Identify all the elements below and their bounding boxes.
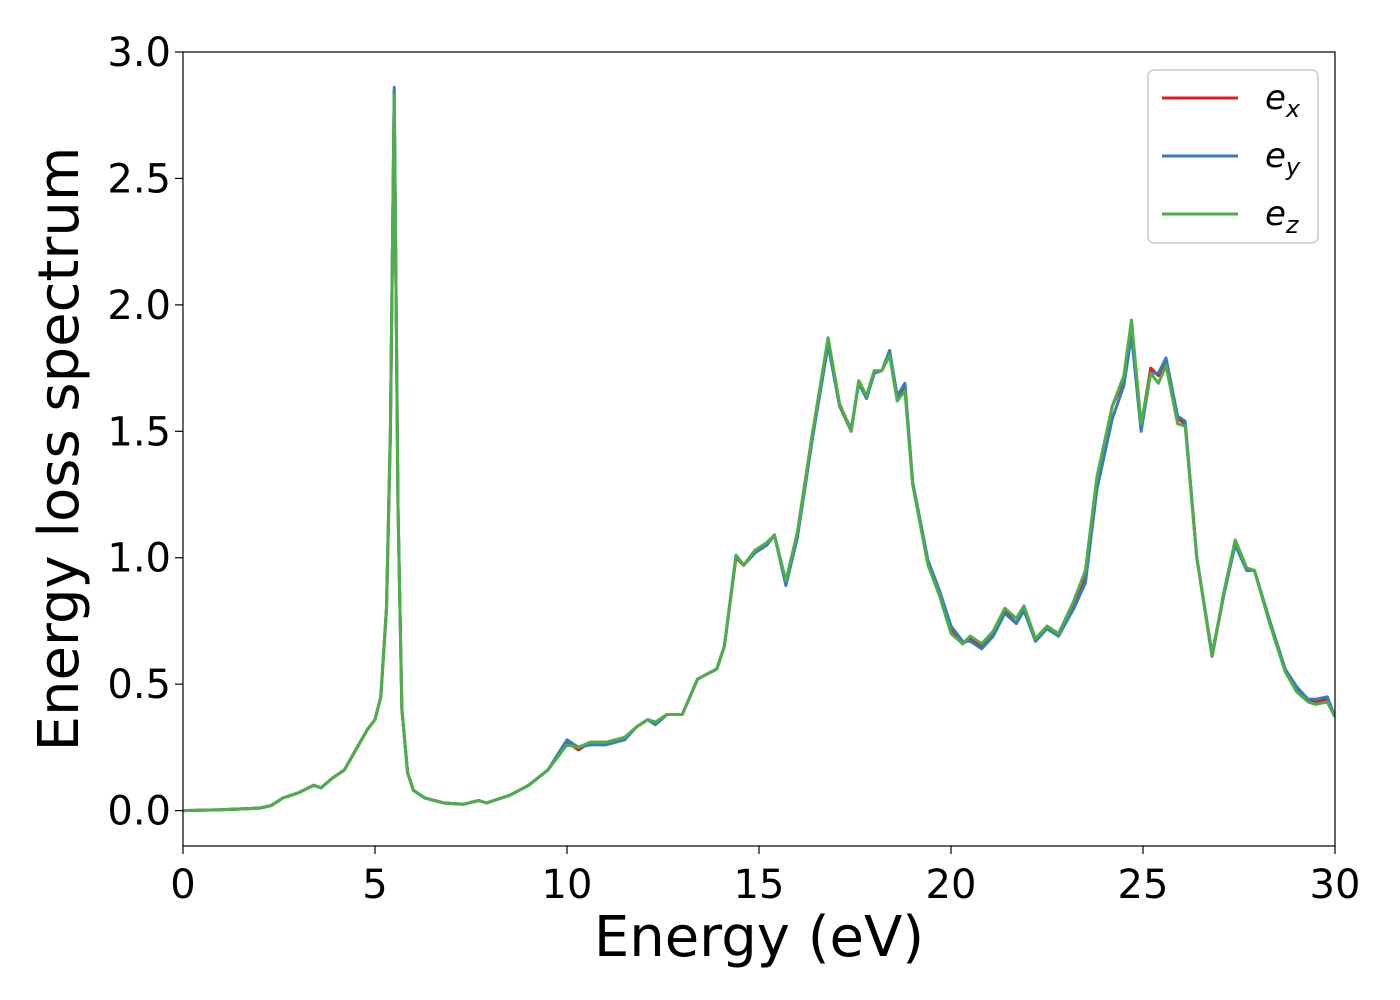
- x-tick-label: 0: [170, 862, 195, 908]
- y-tick-label: 0.0: [107, 789, 171, 835]
- y-tick-label: 2.5: [107, 156, 171, 202]
- x-axis: 0 5 10 15 20 25 30: [170, 846, 1360, 908]
- x-tick-label: 25: [1118, 862, 1169, 908]
- y-axis-title: Energy loss spectrum: [27, 147, 92, 752]
- x-tick-label: 10: [542, 862, 593, 908]
- y-tick-label: 1.0: [107, 536, 171, 582]
- y-tick-label: 0.5: [107, 662, 171, 708]
- y-tick-label: 2.0: [107, 283, 171, 329]
- x-axis-title: Energy (eV): [594, 905, 924, 970]
- legend-label-subscript: y: [1285, 153, 1301, 181]
- y-tick-label: 3.0: [107, 30, 171, 76]
- legend-label-subscript: x: [1285, 95, 1301, 123]
- x-tick-label: 20: [926, 862, 977, 908]
- legend-label-ez: ez: [1265, 194, 1300, 239]
- x-tick-label: 30: [1310, 862, 1361, 908]
- plot-area: [183, 85, 1335, 813]
- x-tick-label: 15: [734, 862, 785, 908]
- legend-label-subscript: z: [1285, 211, 1300, 239]
- y-tick-label: 1.5: [107, 409, 171, 455]
- x-tick-label: 5: [362, 862, 387, 908]
- series-line-ez: [183, 93, 1335, 813]
- y-axis: 0.0 0.5 1.0 1.5 2.0 2.5 3.0: [107, 30, 183, 835]
